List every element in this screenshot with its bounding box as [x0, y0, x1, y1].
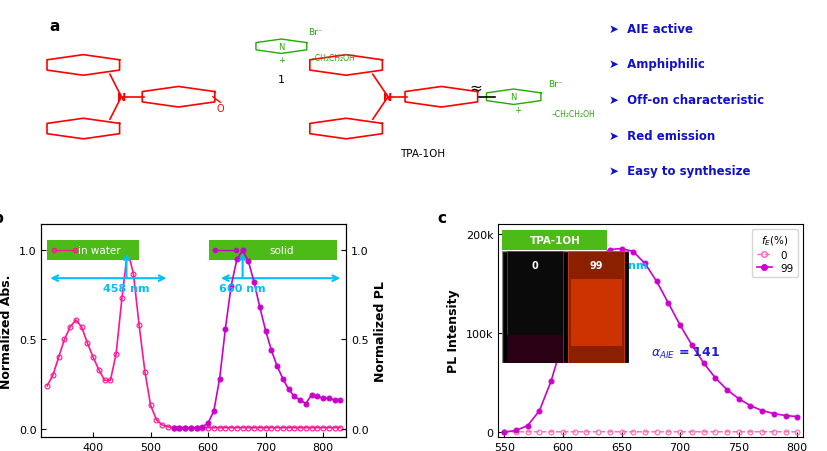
Bar	[208, 240, 337, 260]
Y-axis label: Normalized PL: Normalized PL	[374, 281, 387, 381]
Text: ➤  AIE active: ➤ AIE active	[608, 23, 692, 36]
Text: ≈: ≈	[469, 81, 481, 96]
Text: –CH₂CH₂OH: –CH₂CH₂OH	[312, 54, 355, 63]
Text: 652 nm: 652 nm	[600, 254, 647, 271]
Text: –CH₂CH₂OH: –CH₂CH₂OH	[551, 110, 595, 119]
Bar	[501, 230, 606, 251]
Y-axis label: Normalized Abs.: Normalized Abs.	[0, 274, 13, 388]
Text: in water: in water	[78, 246, 121, 256]
Text: TPA-1OH: TPA-1OH	[399, 148, 444, 158]
Text: TPA-1OH: TPA-1OH	[528, 236, 580, 246]
Text: ➤  Red emission: ➤ Red emission	[608, 129, 715, 142]
Text: 458 nm: 458 nm	[103, 256, 150, 294]
Text: ➤  Amphiphilic: ➤ Amphiphilic	[608, 58, 704, 71]
Text: b: b	[0, 210, 3, 225]
Text: N: N	[117, 92, 126, 102]
Text: c: c	[437, 210, 446, 225]
Y-axis label: PL Intensity: PL Intensity	[447, 289, 460, 373]
Bar	[47, 240, 139, 260]
Text: O: O	[217, 104, 224, 114]
Text: N: N	[278, 43, 284, 51]
Text: N: N	[383, 92, 392, 102]
Text: +: +	[514, 106, 520, 115]
Legend: 0, 99: 0, 99	[752, 230, 797, 277]
Text: a: a	[49, 19, 60, 34]
Text: 660 nm: 660 nm	[219, 256, 265, 294]
Text: solid: solid	[270, 246, 294, 256]
Text: Br⁻: Br⁻	[547, 80, 562, 89]
Text: 1: 1	[278, 74, 284, 85]
Text: ➤  Off-on characteristic: ➤ Off-on characteristic	[608, 94, 763, 107]
Text: ➤  Easy to synthesize: ➤ Easy to synthesize	[608, 165, 749, 178]
Text: Br⁻: Br⁻	[308, 28, 323, 37]
Text: N: N	[510, 93, 516, 102]
Text: $\alpha_{AIE}$ = 141: $\alpha_{AIE}$ = 141	[650, 345, 719, 360]
Text: +: +	[278, 56, 284, 64]
